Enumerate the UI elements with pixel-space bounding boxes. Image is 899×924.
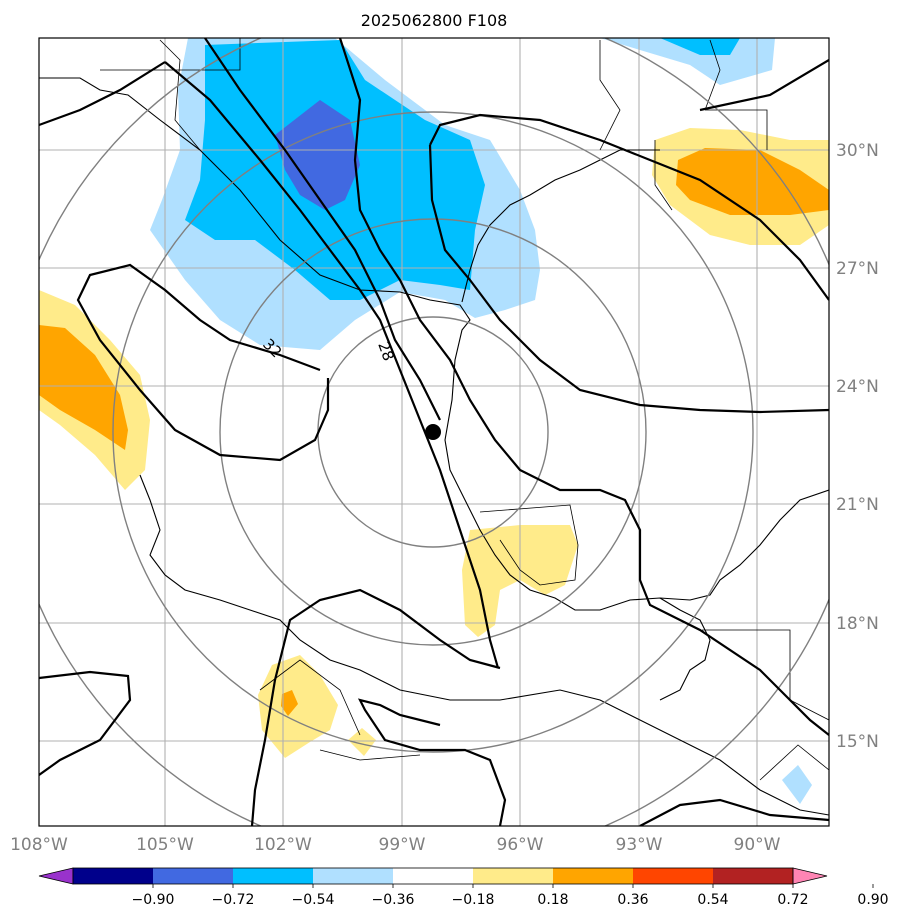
contour-label-28: 28 <box>374 339 397 363</box>
colorbar-tick-label: 0.90 <box>857 892 888 908</box>
colorbar-segment <box>713 868 793 884</box>
longitude-labels: 108°W 105°W 102°W 99°W 96°W 93°W 90°W <box>10 835 781 855</box>
colorbar-frame <box>72 867 794 885</box>
positive-anomaly-sw-core <box>281 690 298 716</box>
colorbar-tick-label: 0.72 <box>777 892 808 908</box>
positive-anomaly-sw <box>258 655 338 758</box>
latitude-labels: 30°N 27°N 24°N 21°N 18°N 15°N <box>836 141 879 752</box>
colorbar-extend-low <box>38 867 74 885</box>
colorbar-extend-high <box>792 867 828 885</box>
colorbar-tick-label: −0.54 <box>292 892 335 908</box>
lat-label-24n: 24°N <box>836 377 879 397</box>
contours <box>39 38 829 826</box>
range-rings <box>39 38 829 826</box>
map-title: 2025062800 F108 <box>361 11 508 30</box>
lat-label-15n: 15°N <box>836 732 879 752</box>
lon-label-99w: 99°W <box>379 835 426 855</box>
anomaly-shading <box>39 38 829 804</box>
positive-anomaly-gulf <box>462 525 578 637</box>
negative-anomaly-ne-core <box>660 38 740 55</box>
lat-label-30n: 30°N <box>836 141 879 161</box>
colorbar-segment <box>233 868 313 884</box>
colorbar-tick-label: −0.72 <box>212 892 255 908</box>
colorbar-tick-label: 0.18 <box>537 892 568 908</box>
map-frame <box>38 37 830 827</box>
lon-label-90w: 90°W <box>734 835 781 855</box>
colorbar-segment <box>73 868 153 884</box>
map-content: 32 28 <box>39 38 829 826</box>
positive-anomaly-sw-small <box>348 728 376 756</box>
lon-label-93w: 93°W <box>616 835 663 855</box>
colorbar-segment <box>313 868 393 884</box>
lat-label-18n: 18°N <box>836 614 879 634</box>
colorbar-tick-label: 0.36 <box>617 892 648 908</box>
colorbar-tick-label: −0.18 <box>452 892 495 908</box>
lat-label-27n: 27°N <box>836 259 879 279</box>
lon-label-102w: 102°W <box>254 835 312 855</box>
colorbar-segment <box>393 868 473 884</box>
colorbar-segment <box>153 868 233 884</box>
lat-label-21n: 21°N <box>836 495 879 515</box>
negative-anomaly-strong <box>275 100 360 210</box>
gridlines <box>39 38 829 826</box>
colorbar-segment <box>473 868 553 884</box>
colorbar-tick-label: −0.90 <box>132 892 175 908</box>
positive-anomaly-west-core <box>39 325 128 450</box>
storm-center-marker <box>425 424 441 440</box>
colorbar: −0.90 −0.72 −0.54 −0.36 −0.18 0.18 0.36 0.54 0.7… <box>38 867 889 908</box>
positive-anomaly-ne-core <box>676 148 829 215</box>
negative-anomaly-se <box>782 765 812 804</box>
coastlines <box>39 38 829 816</box>
colorbar-tick-label: 0.54 <box>697 892 728 908</box>
lon-label-108w: 108°W <box>10 835 68 855</box>
lon-label-105w: 105°W <box>136 835 194 855</box>
colorbar-segment <box>553 868 633 884</box>
colorbar-segment <box>633 868 713 884</box>
colorbar-tick-label: −0.36 <box>372 892 415 908</box>
lon-label-96w: 96°W <box>497 835 544 855</box>
